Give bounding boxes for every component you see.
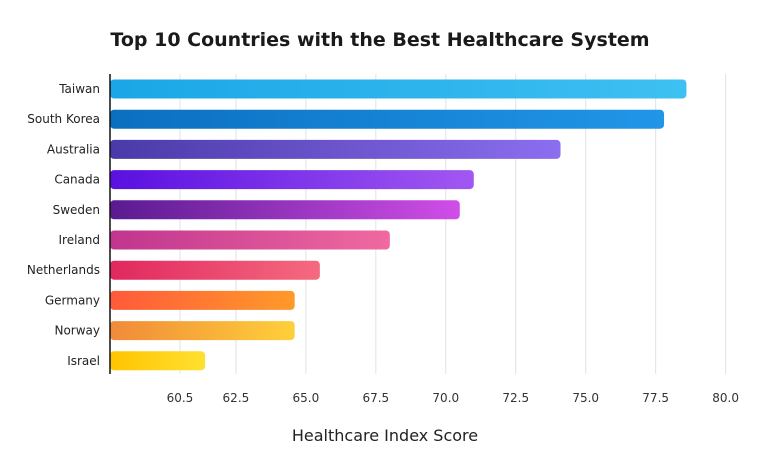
bar-sweden (110, 200, 460, 220)
x-tick-label: 75.0 (572, 391, 599, 405)
x-tick-label: 72.5 (502, 391, 529, 405)
category-label: Germany (45, 293, 100, 307)
category-label: Canada (54, 173, 100, 187)
bar-israel (110, 351, 206, 371)
bar-canada (110, 170, 474, 190)
category-label: Taiwan (58, 82, 100, 96)
x-tick-label: 62.5 (223, 391, 250, 405)
category-label: Australia (47, 142, 100, 156)
x-tick-label: 65.0 (293, 391, 320, 405)
bars (110, 79, 687, 371)
bar-norway (110, 321, 295, 341)
bar-taiwan (110, 79, 687, 99)
x-tick-label: 67.5 (362, 391, 389, 405)
x-tick-label: 80.0 (712, 391, 739, 405)
x-tick-label: 60.5 (167, 391, 194, 405)
chart-title: Top 10 Countries with the Best Healthcar… (110, 29, 649, 51)
category-label: Israel (67, 354, 100, 368)
x-axis-label: Healthcare Index Score (292, 426, 478, 445)
x-tick-label: 70.0 (432, 391, 459, 405)
category-label: Netherlands (27, 263, 100, 277)
category-label: South Korea (27, 112, 100, 126)
category-label: Sweden (53, 203, 100, 217)
category-label: Norway (54, 324, 100, 338)
x-tick-labels: 60.5 62.5 65.0 67.5 70.0 72.5 75.0 77.5 80.0 (167, 391, 739, 405)
x-tick-label: 77.5 (642, 391, 669, 405)
bar-germany (110, 290, 295, 310)
bar-south-korea (110, 109, 665, 129)
bar-australia (110, 139, 561, 159)
category-labels: Taiwan South Korea Australia Canada Sweden Ir… (27, 82, 100, 368)
category-label: Ireland (58, 233, 100, 247)
bar-ireland (110, 230, 390, 250)
bar-netherlands (110, 260, 320, 280)
